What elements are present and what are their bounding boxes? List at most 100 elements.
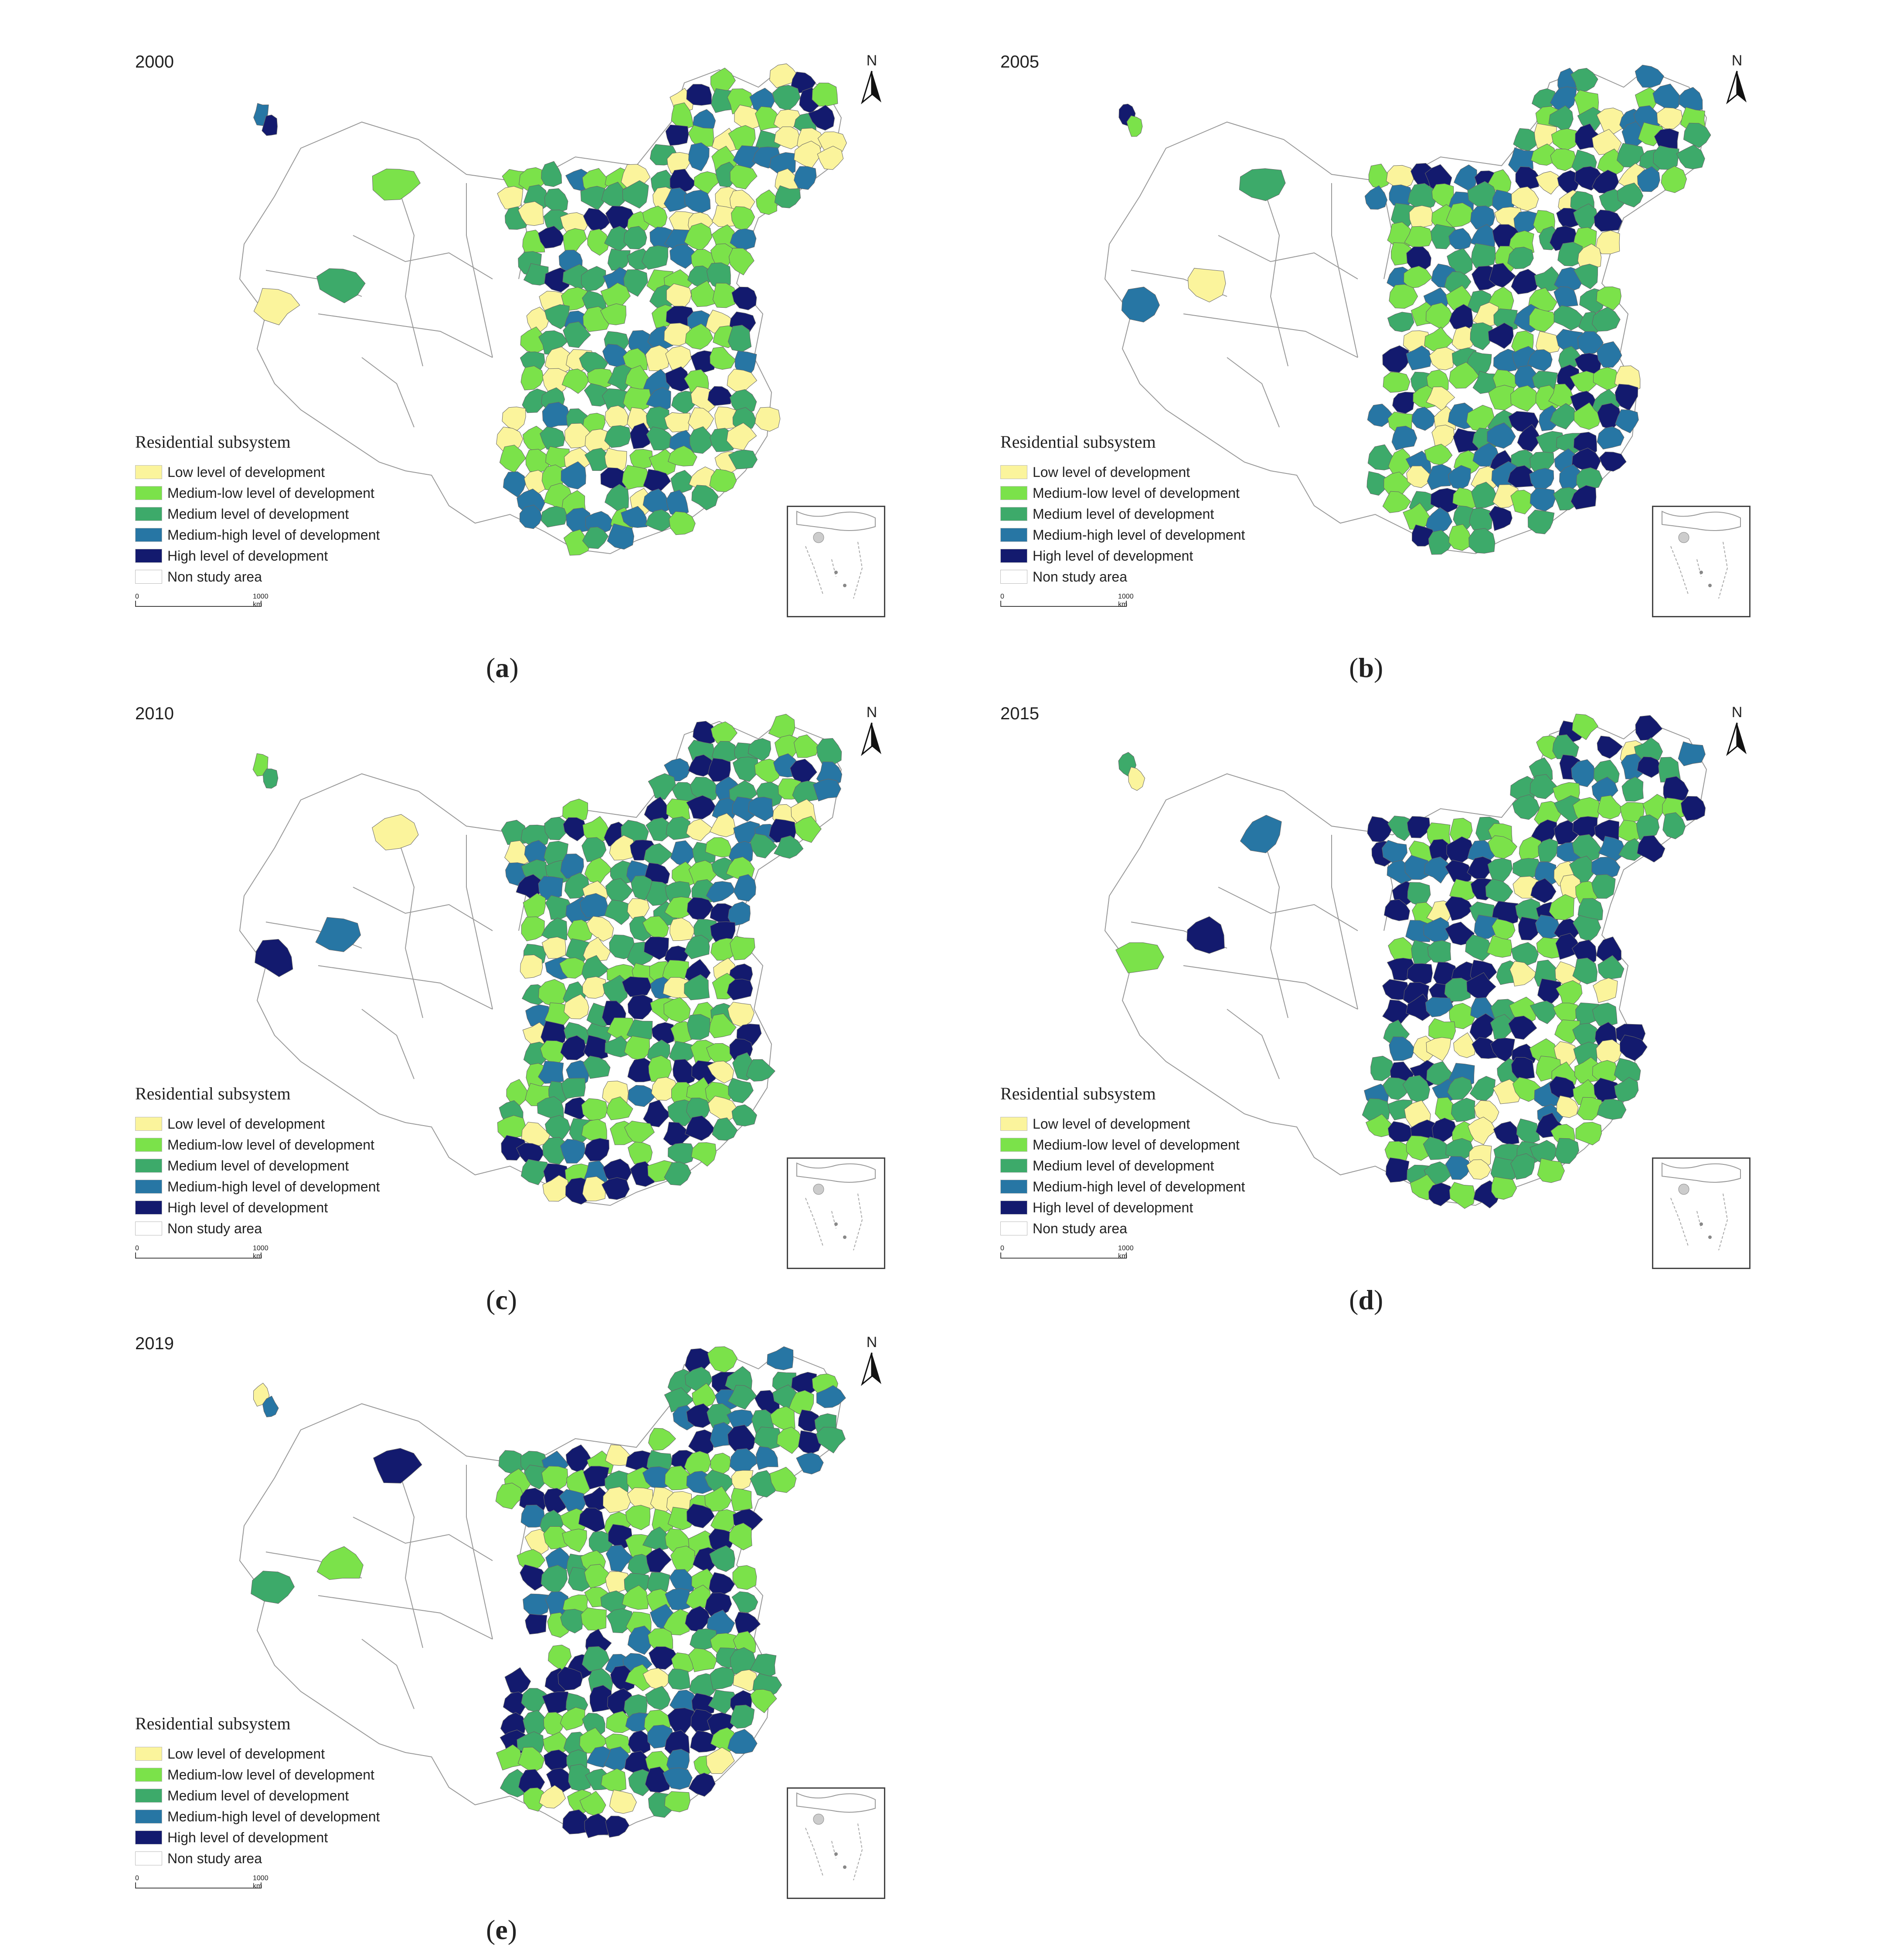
city-region (1572, 714, 1599, 740)
panel-letter: d (1358, 1284, 1374, 1315)
city-region (604, 899, 632, 925)
city-region (583, 1466, 609, 1490)
city-region (561, 461, 586, 490)
city-region (1573, 203, 1598, 232)
city-region (602, 975, 628, 1004)
city-region (710, 243, 736, 269)
city-region (578, 1507, 605, 1533)
city-region (1508, 1015, 1537, 1040)
inset-map (796, 510, 876, 599)
city-region (1510, 490, 1535, 514)
province-boundary (353, 887, 493, 931)
city-region (541, 1466, 568, 1490)
city-region (686, 795, 717, 820)
legend-item: Non study area (135, 566, 380, 587)
city-region (688, 407, 714, 433)
legend-label: Medium-high level of development (1033, 1178, 1245, 1194)
city-region (1511, 186, 1539, 211)
city-region (710, 1667, 736, 1690)
city-region (587, 368, 615, 389)
city-region (1382, 999, 1413, 1026)
city-region (666, 816, 690, 840)
city-region (727, 369, 758, 393)
city-region (1614, 1077, 1639, 1103)
city-region (1468, 528, 1496, 554)
legend: Residential subsystem Low level of devel… (1000, 1083, 1245, 1239)
city-region (561, 368, 589, 394)
city-region (1391, 425, 1417, 451)
city-region (1488, 835, 1518, 859)
panel-caption: (a) (486, 652, 519, 683)
city-region (499, 445, 526, 473)
city-region (708, 1689, 738, 1714)
city-region (664, 896, 694, 919)
city-region (1571, 759, 1596, 787)
city-region (624, 1035, 650, 1061)
province-boundary (466, 1465, 493, 1640)
city-region (727, 1729, 758, 1754)
city-region (1392, 391, 1416, 414)
north-letter: N (1731, 52, 1743, 69)
city-region (1424, 443, 1453, 466)
city-region (663, 997, 691, 1023)
city-region (808, 105, 835, 131)
city-region (774, 185, 801, 208)
city-region (1570, 68, 1598, 92)
city-region (588, 1531, 614, 1553)
city-region (1466, 405, 1495, 432)
city-region (669, 1041, 697, 1064)
legend: Residential subsystem Low level of devel… (135, 1713, 380, 1869)
city-region (1385, 1157, 1410, 1183)
legend-label: Medium-high level of development (167, 1178, 380, 1194)
city-region (750, 1470, 780, 1497)
scale-bar: 0 1000 km (135, 593, 269, 610)
city-region (605, 878, 633, 903)
legend-item: Low level of development (1000, 462, 1245, 483)
city-region (543, 1526, 571, 1549)
city-region (670, 918, 696, 941)
city-region (730, 1705, 755, 1729)
city-region (524, 1529, 549, 1555)
city-region (1614, 384, 1638, 411)
panel-caption: (d) (1349, 1284, 1383, 1315)
province-boundary (1183, 313, 1358, 358)
city-region (691, 485, 719, 510)
city-region (629, 449, 653, 470)
city-region (559, 957, 588, 979)
legend-item: High level of development (1000, 545, 1245, 566)
city-region (521, 1122, 551, 1147)
city-region (544, 304, 570, 330)
city-region (1402, 1075, 1431, 1103)
city-region (685, 1606, 711, 1632)
city-region (754, 1426, 782, 1450)
legend-swatch (135, 1138, 162, 1152)
legend-item: Medium level of development (135, 1785, 380, 1806)
city-region (1407, 816, 1431, 838)
city-region (1594, 209, 1623, 232)
city-region (1121, 286, 1160, 323)
city-region (521, 916, 545, 942)
province-boundary (318, 965, 493, 1010)
city-region (1512, 794, 1540, 820)
city-region (1572, 957, 1598, 985)
province-boundary (1261, 834, 1288, 1018)
city-region (688, 1429, 715, 1456)
city-region (1558, 346, 1582, 370)
city-region (1556, 329, 1585, 351)
south-china-sea-inset (787, 506, 885, 617)
city-region (1615, 409, 1639, 433)
legend-items: Low level of development Medium-low level… (135, 1743, 380, 1869)
city-region (1513, 128, 1541, 151)
city-region (560, 1707, 585, 1731)
city-region (1529, 468, 1554, 490)
city-region (1424, 856, 1454, 884)
city-region (1577, 1097, 1604, 1121)
legend-swatch (135, 1201, 162, 1215)
legend-title: Residential subsystem (1000, 1084, 1156, 1103)
city-region (542, 402, 571, 429)
city-region (1593, 1078, 1623, 1103)
city-region (561, 287, 588, 311)
city-region (1469, 1076, 1496, 1101)
north-letter: N (866, 52, 877, 69)
city-region (672, 1059, 698, 1085)
